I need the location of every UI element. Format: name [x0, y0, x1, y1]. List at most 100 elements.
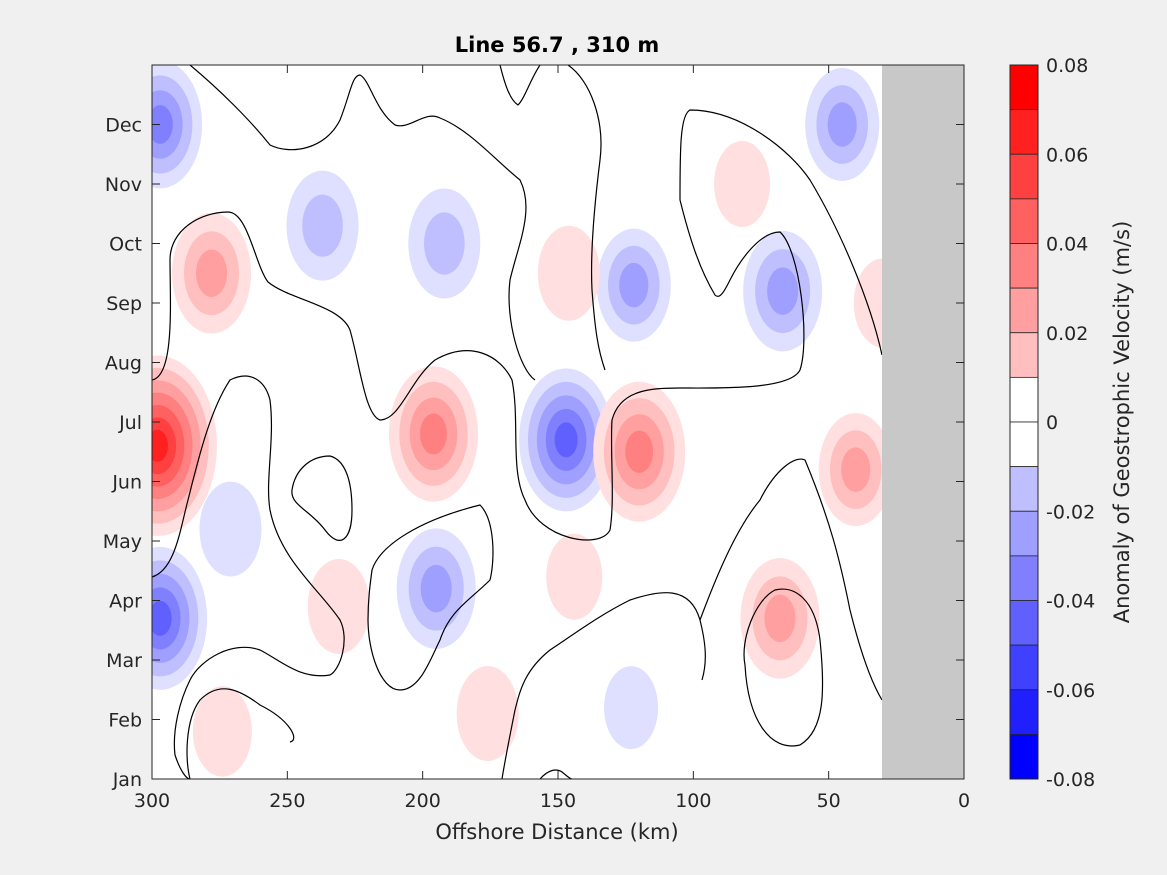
anomaly-cell: [152, 65, 203, 189]
zero-contour-line: [567, 65, 606, 371]
level-patch: [199, 481, 262, 577]
zero-contour-line: [189, 65, 536, 381]
colorbar-segment: [1009, 421, 1039, 468]
anomaly-cell: [172, 213, 252, 334]
level-patch: [554, 422, 578, 458]
colorbar-segment: [1009, 153, 1039, 200]
y-tick-label: Mar: [106, 650, 142, 672]
y-tick-label: Aug: [105, 353, 142, 375]
level-patch: [625, 430, 654, 473]
level-patch: [152, 429, 169, 462]
zero-contour-line: [291, 455, 353, 541]
colorbar-segment: [1009, 287, 1039, 334]
x-tick-label: 150: [540, 790, 576, 812]
anomaly-cell: [743, 230, 823, 352]
colorbar-segment: [1009, 466, 1039, 512]
x-tick-label: 50: [817, 790, 841, 812]
zero-contour-line: [152, 375, 345, 779]
y-tick-label: Dec: [105, 115, 142, 137]
level-patch: [420, 413, 447, 455]
zero-contour-line: [539, 769, 573, 779]
level-patch: [192, 686, 252, 777]
x-tick-label: 300: [134, 790, 170, 812]
x-tick-label: 250: [269, 790, 305, 812]
level-patch: [302, 194, 343, 257]
anomaly-cell: [604, 666, 659, 750]
level-patch: [307, 558, 370, 654]
colorbar-tick-label: 0.06: [1046, 144, 1088, 166]
colorbar-segment: [1009, 109, 1039, 155]
colorbar-segment: [1009, 510, 1039, 557]
anomaly-cell: [396, 528, 476, 649]
colorbar-tick-label: -0.02: [1046, 501, 1095, 523]
colorbar-tick-label: 0.02: [1046, 323, 1088, 345]
level-patch: [546, 533, 603, 620]
level-patch: [420, 564, 452, 613]
anomaly-cell: [714, 141, 771, 227]
colorbar-frame: [1009, 64, 1039, 780]
level-patch: [827, 102, 857, 147]
level-patch: [604, 666, 659, 750]
zero-contour-line: [499, 65, 541, 106]
land-mask: [882, 65, 964, 779]
y-tick-label: Jul: [118, 412, 142, 434]
y-tick-label: Feb: [108, 710, 142, 732]
colorbar-segment: [1009, 644, 1039, 691]
anomaly-cell: [818, 413, 893, 527]
y-tick-label: Apr: [109, 591, 142, 613]
anomaly-cell: [307, 558, 370, 654]
zero-contour-line: [367, 504, 494, 691]
level-patch: [195, 249, 228, 297]
colorbar-tick-label: -0.06: [1046, 680, 1095, 702]
colorbar-tick-label: 0.04: [1046, 234, 1088, 256]
y-tick-label: Jan: [112, 769, 142, 791]
anomaly-cell: [596, 228, 671, 342]
colorbar-segment: [1009, 243, 1039, 289]
anomaly-cell: [192, 686, 252, 777]
level-patch: [152, 105, 173, 144]
x-axis: 300 250 200 150 100 50 0: [134, 65, 970, 812]
anomaly-cell: [152, 546, 208, 690]
colorbar-segment: [1009, 689, 1039, 735]
x-axis-label: Offshore Distance (km): [435, 820, 678, 844]
level-patch: [841, 447, 871, 492]
x-tick-label: 100: [675, 790, 711, 812]
anomaly-cell: [593, 381, 686, 522]
level-patch: [619, 262, 649, 308]
anomaly-cell: [546, 533, 603, 620]
anomaly-cell: [519, 368, 614, 512]
zero-contour-line: [186, 688, 295, 779]
anomaly-field: [152, 65, 912, 777]
anomaly-cell: [152, 355, 217, 537]
level-patch: [423, 212, 465, 275]
zero-contours: [152, 65, 883, 779]
level-patch: [537, 225, 600, 321]
zero-contour-line: [501, 592, 706, 779]
chart-title: Line 56.7 , 310 m: [455, 33, 660, 57]
anomaly-cell: [388, 366, 478, 502]
y-tick-label: May: [103, 531, 142, 553]
level-patch: [714, 141, 771, 227]
colorbar-segment: [1009, 332, 1039, 378]
colorbar-tick-label: -0.04: [1046, 591, 1095, 613]
colorbar-segment: [1009, 555, 1039, 601]
anomaly-cell: [286, 170, 359, 281]
colorbar-tick-label: 0.08: [1046, 55, 1088, 77]
level-patch: [764, 594, 796, 643]
zero-contour-line: [699, 458, 883, 701]
colorbar-tick-label: 0: [1046, 412, 1058, 434]
x-tick-label: 200: [405, 790, 441, 812]
colorbar: 0.08 0.06 0.04 0.02 0 -0.02 -0.04 -0.06 -0.08: [1009, 55, 1095, 791]
colorbar-segment: [1009, 733, 1039, 780]
level-patch: [767, 267, 799, 315]
colorbar-label: Anomaly of Geostrophic Velocity (m/s): [1110, 221, 1134, 624]
level-patch: [152, 600, 172, 636]
colorbar-segment: [1009, 64, 1039, 111]
anomaly-cell: [199, 481, 262, 577]
zero-contour-line: [743, 588, 824, 747]
y-axis: Jan Feb Mar Apr May Jun Jul Aug Sep Oct Nov Dec: [103, 115, 964, 791]
anomaly-cell: [456, 666, 519, 762]
anomaly-cell: [408, 188, 481, 299]
